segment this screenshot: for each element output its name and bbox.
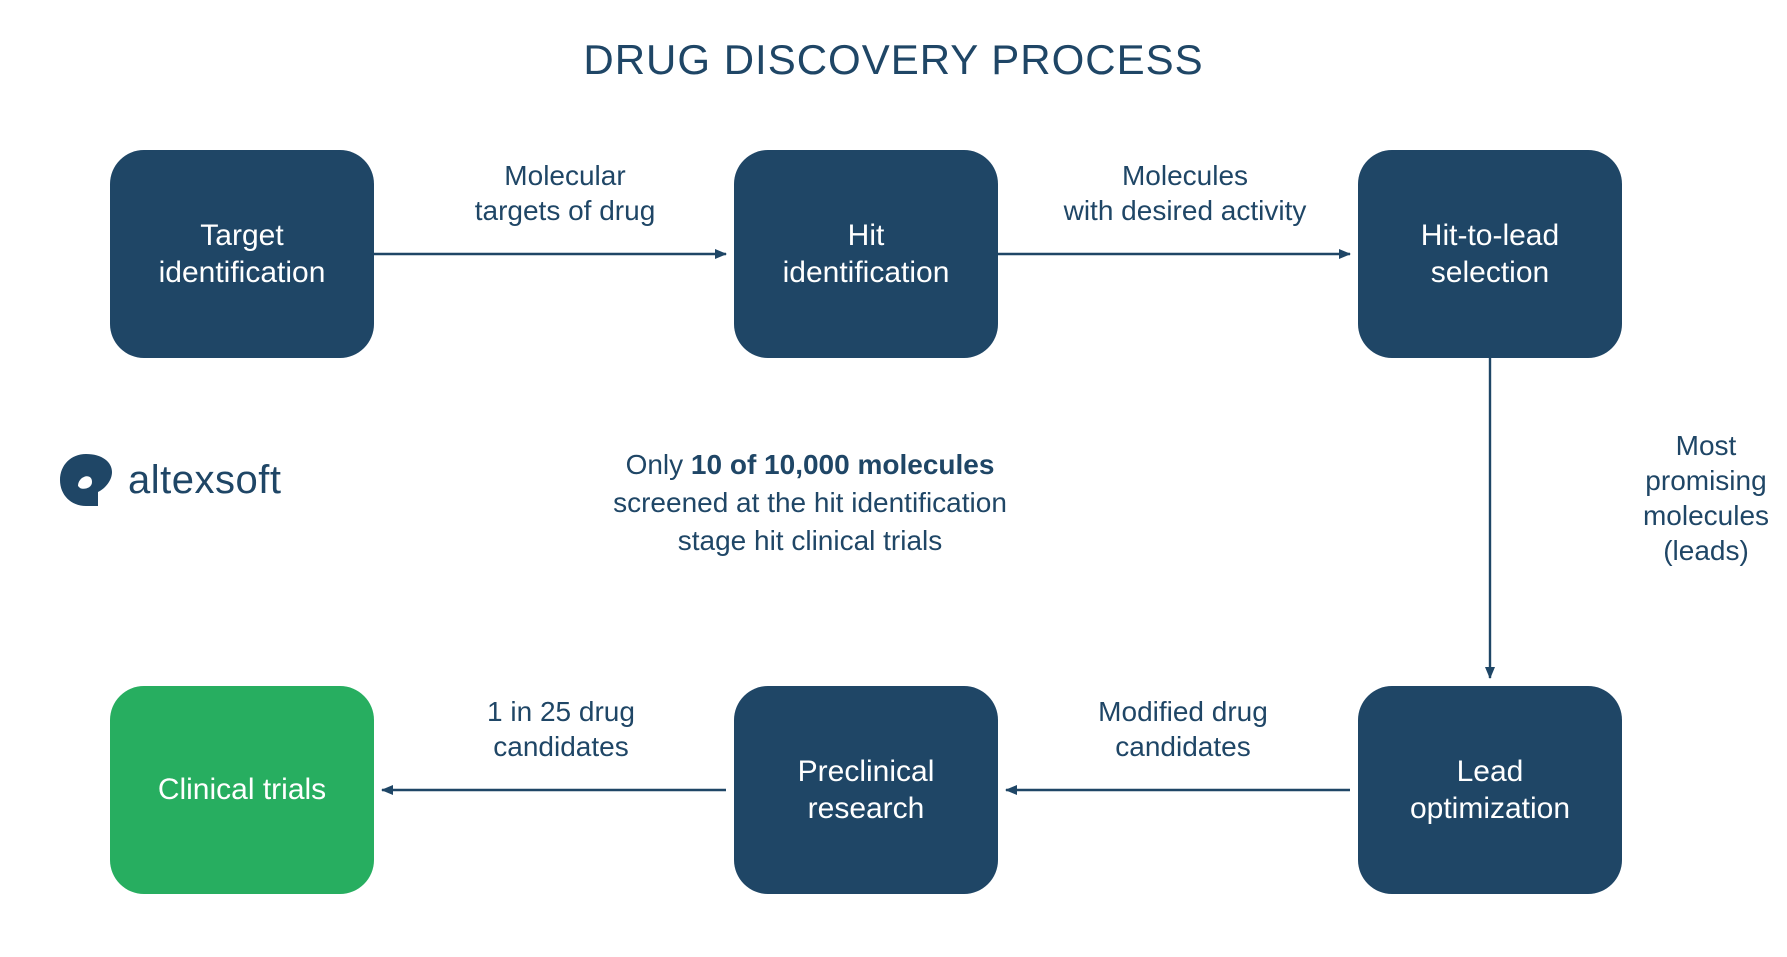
altexsoft-icon <box>58 452 114 508</box>
node-label: Targetidentification <box>159 217 326 292</box>
caption-line-3: stage hit clinical trials <box>530 522 1090 560</box>
node-label: Hit-to-leadselection <box>1421 217 1559 292</box>
edge-label-target_id-to-hit_id: Moleculartargets of drug <box>410 158 720 228</box>
edge-label-preclinical-to-clinical: 1 in 25 drugcandidates <box>406 694 716 764</box>
edge-label-hit_to_lead-to-lead_opt: Mostpromisingmolecules(leads) <box>1626 428 1786 568</box>
node-label: Preclinicalresearch <box>798 753 935 828</box>
edge-label-lead_opt-to-preclinical: Modified drugcandidates <box>1028 694 1338 764</box>
node-label: Leadoptimization <box>1410 753 1570 828</box>
node-hit-identification: Hitidentification <box>734 150 998 358</box>
node-preclinical-research: Preclinicalresearch <box>734 686 998 894</box>
node-clinical-trials: Clinical trials <box>110 686 374 894</box>
brand-logo: altexsoft <box>58 452 281 508</box>
caption-strong: 10 of 10,000 molecules <box>691 449 995 480</box>
node-lead-optimization: Leadoptimization <box>1358 686 1622 894</box>
caption-pre: Only <box>626 449 691 480</box>
center-caption: Only 10 of 10,000 molecules screened at … <box>530 446 1090 559</box>
edge-label-hit_id-to-hit_to_lead: Moleculeswith desired activity <box>1020 158 1350 228</box>
diagram-title: DRUG DISCOVERY PROCESS <box>0 36 1787 84</box>
caption-line-2: screened at the hit identification <box>530 484 1090 522</box>
node-hit-to-lead-selection: Hit-to-leadselection <box>1358 150 1622 358</box>
node-label: Clinical trials <box>158 771 326 809</box>
brand-name: altexsoft <box>128 458 281 503</box>
node-target-identification: Targetidentification <box>110 150 374 358</box>
node-label: Hitidentification <box>783 217 950 292</box>
caption-line-1: Only 10 of 10,000 molecules <box>530 446 1090 484</box>
